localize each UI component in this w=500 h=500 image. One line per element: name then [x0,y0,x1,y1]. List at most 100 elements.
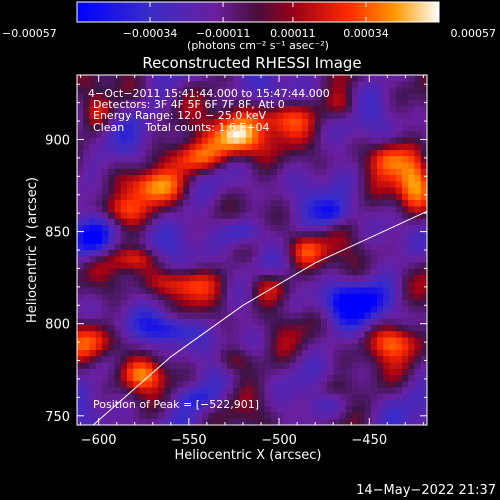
heatmap-cell [202,306,209,314]
heatmap-cell [220,312,228,320]
heatmap-cell [170,400,178,407]
heatmap-cell [339,218,347,226]
heatmap-cell [270,275,278,282]
heatmap-cell [108,93,116,101]
heatmap-cell [283,268,291,276]
heatmap-cell [95,87,103,95]
heatmap-cell [245,375,253,382]
heatmap-cell [270,306,278,314]
heatmap-cell [133,400,141,407]
heatmap-cell [395,400,403,407]
heatmap-cell [295,187,303,195]
heatmap-cell [352,325,359,332]
heatmap-cell [208,193,216,201]
heatmap-cell [170,112,178,120]
heatmap-cell [89,218,97,226]
heatmap-cell [108,87,116,95]
heatmap-cell [177,125,184,132]
heatmap-cell [252,400,259,407]
heatmap-cell [245,156,253,164]
heatmap-cell [183,212,191,220]
heatmap-cell [239,256,247,264]
heatmap-cell [270,125,278,132]
heatmap-cell [295,93,303,101]
heatmap-cell [89,287,97,295]
heatmap-cell [214,356,222,364]
heatmap-cell [370,406,378,414]
heatmap-cell [339,225,347,232]
heatmap-cell [377,368,384,376]
heatmap-cell [189,406,197,414]
heatmap-cell [283,243,291,251]
heatmap-cell [339,293,347,301]
heatmap-cell [227,93,234,101]
heatmap-cell [327,400,334,407]
heatmap-cell [220,243,228,251]
heatmap-cell [333,100,341,107]
heatmap-cell [277,243,284,251]
heatmap-cell [352,318,359,326]
heatmap-cell [164,225,172,232]
heatmap-cell [214,225,222,232]
heatmap-cell [164,237,172,245]
heatmap-cell [202,200,209,207]
heatmap-cell [377,131,384,139]
footer-timestamp: 14−May−2022 21:37 [356,483,496,498]
heatmap-cell [139,162,147,170]
heatmap-cell [352,106,359,114]
heatmap-cell [77,225,84,232]
heatmap-cell [77,87,84,95]
heatmap-cell [414,381,422,389]
heatmap-cell [408,200,416,207]
heatmap-cell [289,118,297,126]
heatmap-cell [314,312,322,320]
heatmap-cell [189,181,197,189]
heatmap-cell [358,306,366,314]
heatmap-cell [108,243,116,251]
heatmap-cell [89,112,97,120]
heatmap-cell [220,400,228,407]
heatmap-cell [83,112,91,120]
heatmap-cell [227,193,234,201]
heatmap-cell [402,93,409,101]
heatmap-cell [364,81,372,89]
heatmap-cell [114,281,122,289]
heatmap-cell [220,193,228,201]
heatmap-cell [308,393,316,401]
heatmap-cell [239,175,247,182]
heatmap-cell [258,243,266,251]
heatmap-cell [83,243,91,251]
heatmap-cell [283,118,291,126]
heatmap-cell [414,312,422,320]
heatmap-cell [120,325,128,332]
heatmap-cell [108,231,116,239]
heatmap-cell [208,406,216,414]
heatmap-cell [89,306,97,314]
heatmap-cell [383,343,391,351]
heatmap-cell [145,400,153,407]
heatmap-cell [364,225,372,232]
heatmap-cell [283,93,291,101]
heatmap-cell [77,343,84,351]
heatmap-cell [102,112,109,120]
heatmap-cell [277,375,284,382]
heatmap-cell [89,268,97,276]
heatmap-cell [139,93,147,101]
heatmap-cell [345,293,353,301]
heatmap-cell [239,350,247,357]
heatmap-cell [345,200,353,207]
heatmap-cell [383,318,391,326]
heatmap-cell [108,406,116,414]
heatmap-cell [83,143,91,151]
heatmap-cell [177,356,184,364]
heatmap-cell [389,212,397,220]
heatmap-cell [333,81,341,89]
heatmap-cell [333,306,341,314]
heatmap-cell [245,150,253,157]
heatmap-cell [208,375,216,382]
heatmap-cell [120,375,128,382]
heatmap-cell [277,225,284,232]
heatmap-cell [414,268,422,276]
heatmap-cell [145,225,153,232]
